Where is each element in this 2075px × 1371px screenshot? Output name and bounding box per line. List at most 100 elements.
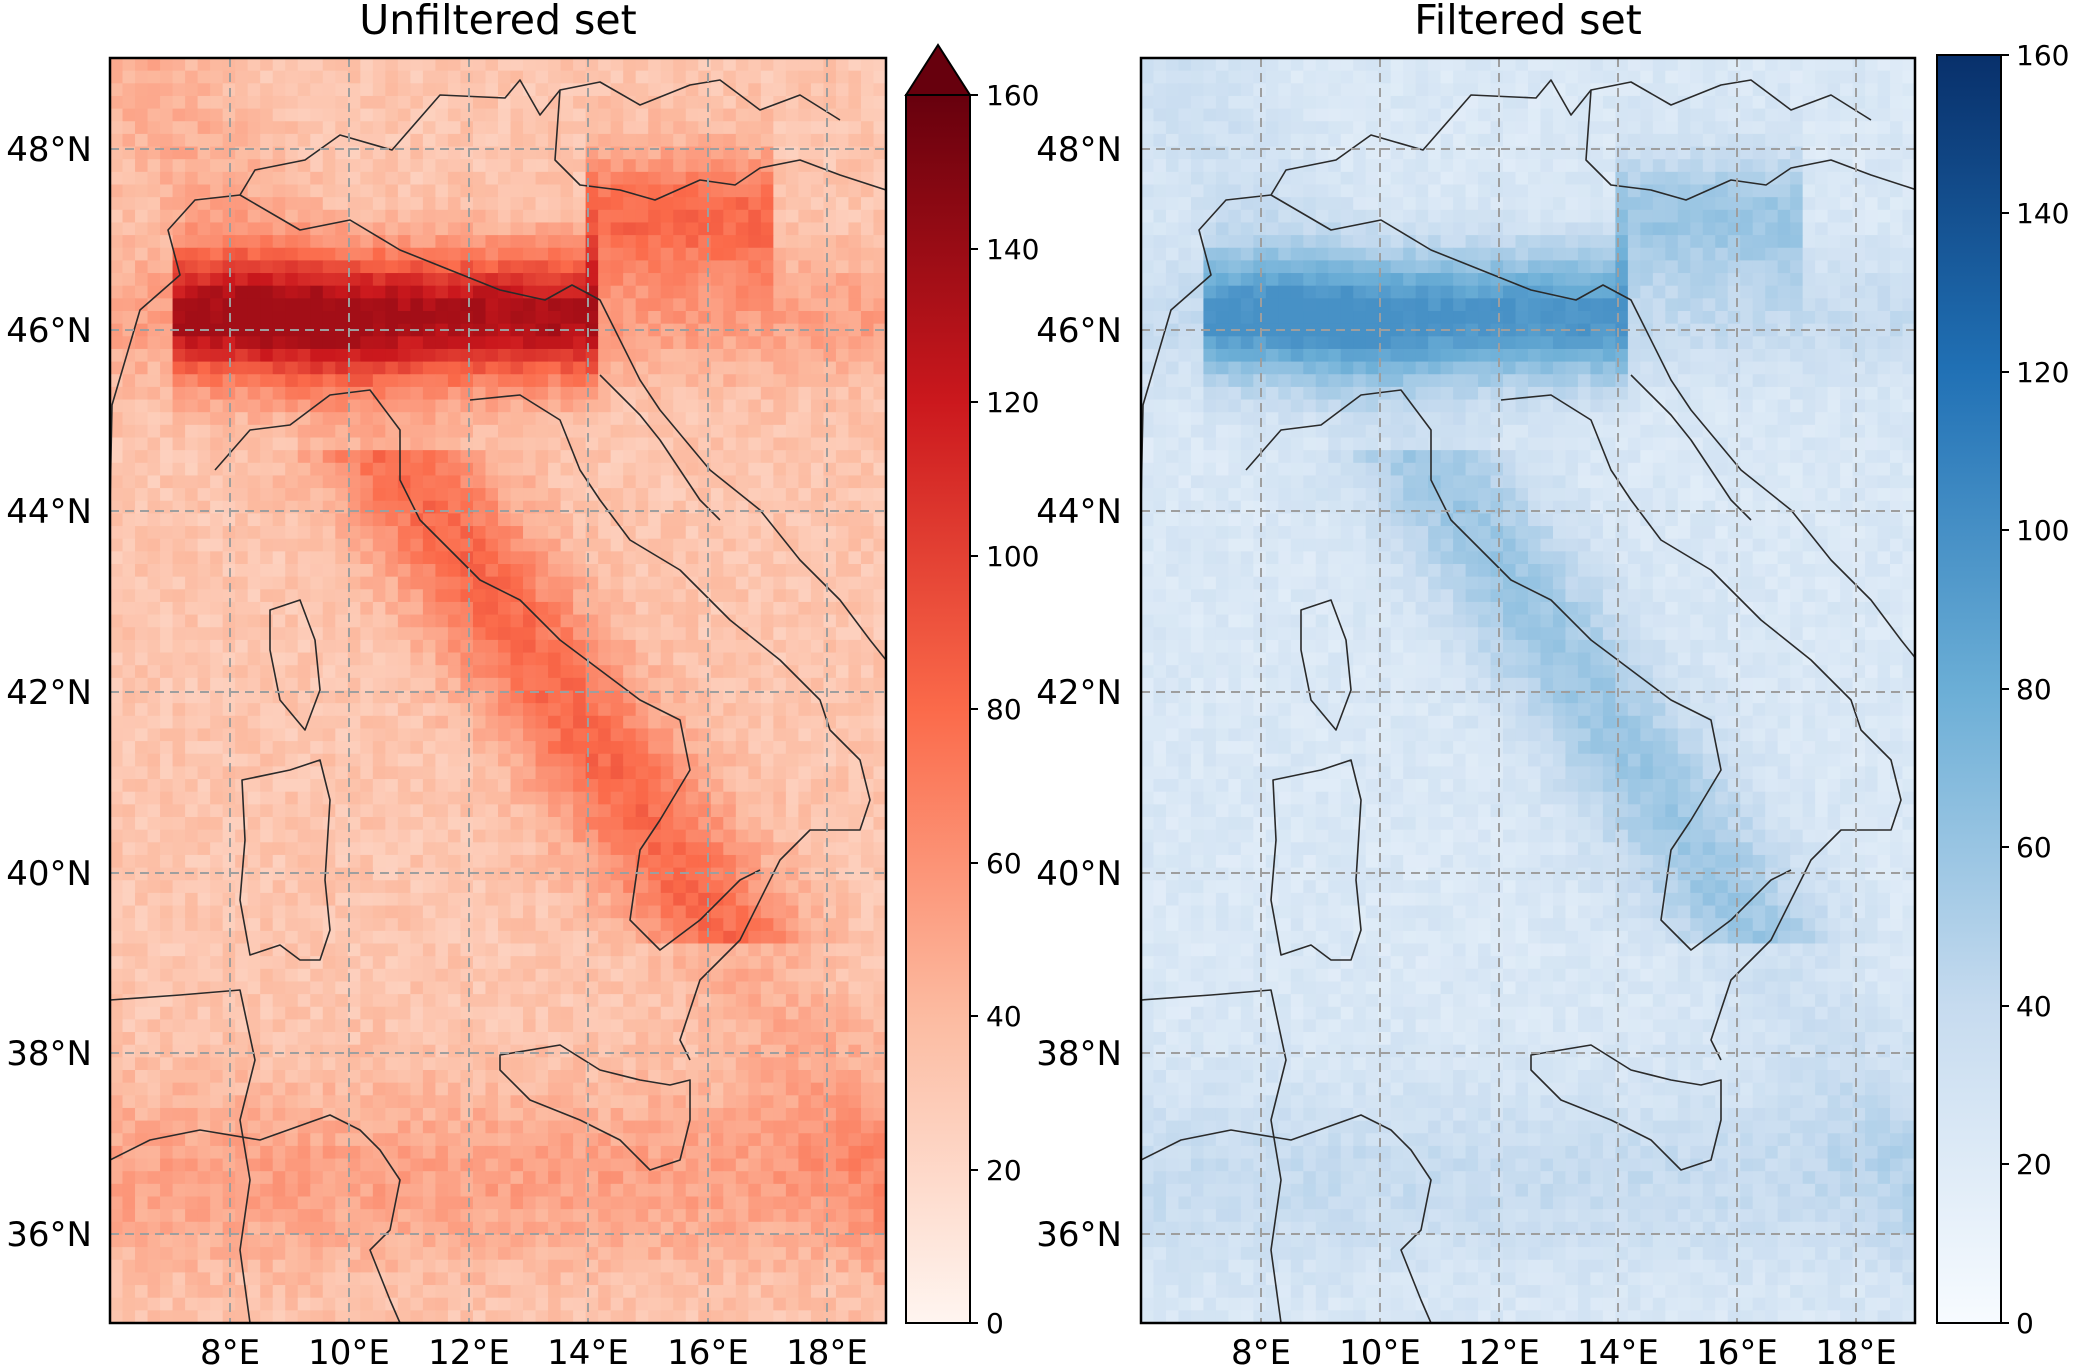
heatmap-cell: [573, 753, 587, 767]
heatmap-cell: [247, 905, 261, 919]
heatmap-cell: [360, 159, 374, 173]
heatmap-cell: [235, 58, 249, 72]
heatmap-cell: [322, 854, 336, 869]
heatmap-cell: [860, 462, 875, 477]
heatmap-cell: [835, 753, 850, 767]
heatmap-cell: [297, 1044, 311, 1058]
heatmap-cell: [422, 513, 437, 527]
heatmap-cell: [122, 564, 136, 578]
heatmap-cell: [260, 930, 274, 945]
heatmap-cell: [210, 817, 224, 831]
heatmap-cell: [460, 159, 474, 173]
heatmap-cell: [272, 703, 286, 717]
heatmap-cell: [623, 285, 637, 299]
heatmap-cell: [660, 488, 674, 502]
heatmap-cell: [535, 311, 549, 325]
heatmap-cell: [322, 1006, 336, 1020]
heatmap-cell: [410, 956, 424, 970]
heatmap-cell: [485, 715, 499, 730]
heatmap-cell: [660, 918, 674, 932]
heatmap-cell: [548, 817, 562, 831]
heatmap-cell: [147, 58, 161, 72]
heatmap-cell: [735, 854, 749, 869]
heatmap-cell: [798, 728, 812, 742]
heatmap-cell: [785, 121, 799, 135]
heatmap-cell: [235, 677, 249, 692]
heatmap-cell: [785, 779, 799, 793]
heatmap-cell: [447, 209, 462, 224]
heatmap-cell: [623, 424, 637, 439]
heatmap-cell: [785, 247, 799, 261]
heatmap-cell: [110, 829, 124, 843]
heatmap-cell: [397, 677, 411, 692]
heatmap-cell: [285, 1006, 299, 1020]
heatmap-cell: [823, 222, 837, 236]
heatmap-cell: [297, 437, 311, 451]
heatmap-cell: [347, 728, 361, 742]
heatmap-cell: [848, 842, 862, 856]
heatmap-cell: [135, 386, 149, 401]
heatmap-cell: [297, 627, 311, 641]
heatmap-cell: [285, 703, 299, 717]
heatmap-cell: [673, 766, 687, 780]
heatmap-cell: [810, 867, 825, 881]
heatmap-cell: [147, 601, 161, 616]
heatmap-cell: [385, 817, 399, 831]
heatmap-cell: [823, 741, 837, 755]
heatmap-cell: [823, 260, 837, 274]
heatmap-cell: [498, 311, 512, 325]
heatmap-cell: [285, 1019, 299, 1033]
heatmap-cell: [260, 1032, 274, 1046]
heatmap-cell: [785, 83, 799, 97]
heatmap-cell: [147, 892, 161, 907]
heatmap-cell: [773, 399, 787, 413]
heatmap-cell: [285, 930, 299, 945]
heatmap-cell: [435, 298, 449, 312]
heatmap-cell: [673, 652, 687, 666]
heatmap-cell: [823, 171, 837, 186]
heatmap-cell: [535, 133, 549, 148]
heatmap-cell: [260, 968, 274, 983]
heatmap-cell: [835, 311, 850, 325]
heatmap-cell: [335, 1044, 349, 1058]
heatmap-cell: [197, 918, 211, 932]
heatmap-cell: [135, 285, 149, 299]
heatmap-cell: [272, 475, 286, 489]
heatmap-cell: [472, 690, 487, 704]
heatmap-cell: [360, 374, 374, 388]
heatmap-cell: [285, 462, 299, 477]
heatmap-cell: [698, 880, 712, 894]
heatmap-cell: [360, 614, 374, 628]
heatmap-cell: [122, 639, 136, 654]
heatmap-cell: [135, 462, 149, 477]
heatmap-cell: [347, 336, 361, 350]
heatmap-cell: [297, 842, 311, 856]
heatmap-cell: [385, 538, 399, 552]
heatmap-cell: [535, 867, 549, 881]
heatmap-cell: [310, 83, 324, 97]
heatmap-cell: [485, 437, 499, 451]
heatmap-cell: [685, 500, 699, 514]
heatmap-cell: [235, 159, 249, 173]
heatmap-cell: [760, 918, 774, 932]
heatmap-cell: [710, 728, 724, 742]
heatmap-cell: [347, 184, 361, 198]
heatmap-cell: [598, 854, 612, 869]
heatmap-cell: [260, 298, 274, 312]
heatmap-cell: [147, 374, 161, 388]
heatmap-cell: [310, 108, 324, 122]
heatmap-cell: [698, 867, 712, 881]
heatmap-cell: [748, 348, 762, 363]
heatmap-cell: [810, 83, 825, 97]
heatmap-cell: [760, 361, 774, 375]
heatmap-cell: [548, 576, 562, 590]
heatmap-cell: [135, 184, 149, 198]
heatmap-cell: [623, 817, 637, 831]
heatmap-cell: [385, 880, 399, 894]
heatmap-cell: [760, 715, 774, 730]
heatmap-cell: [385, 450, 399, 464]
heatmap-cell: [785, 1006, 799, 1020]
heatmap-cell: [122, 488, 136, 502]
heatmap-cell: [798, 766, 812, 780]
heatmap-cell: [773, 804, 787, 818]
